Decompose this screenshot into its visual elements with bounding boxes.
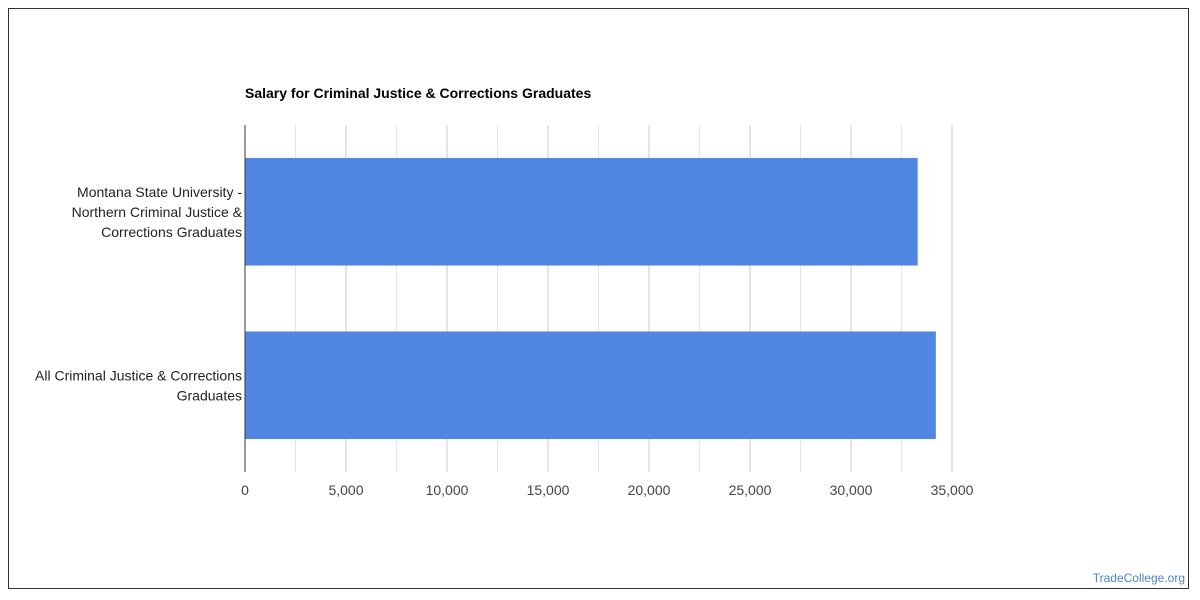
category-label-line: Corrections Graduates [101, 224, 242, 240]
bar [245, 331, 936, 440]
category-label-line: Northern Criminal Justice & [72, 204, 243, 220]
x-tick-label: 5,000 [328, 482, 363, 498]
x-axis-ticks: 0 5,000 10,000 15,000 20,000 25,000 30,000 35,0… [241, 482, 974, 498]
category-label-line: All Criminal Justice & Corrections [35, 367, 242, 383]
category-label: All Criminal Justice & Corrections Gradua… [35, 367, 242, 403]
x-tick-label: 20,000 [628, 482, 671, 498]
bars [245, 157, 936, 440]
bar [245, 157, 918, 266]
x-tick-label: 35,000 [931, 482, 974, 498]
x-tick-label: 25,000 [729, 482, 772, 498]
x-tick-label: 10,000 [426, 482, 469, 498]
chart-title: Salary for Criminal Justice & Correction… [245, 85, 592, 101]
category-label-line: Graduates [177, 387, 242, 403]
category-label-line: Montana State University - [77, 184, 242, 200]
category-label: Montana State University - Northern Crimi… [72, 184, 243, 240]
category-labels: Montana State University - Northern Crimi… [35, 184, 243, 404]
x-tick-label: 0 [241, 482, 249, 498]
x-tick-label: 15,000 [527, 482, 570, 498]
watermark: TradeCollege.org [1092, 571, 1185, 585]
x-tick-label: 30,000 [830, 482, 873, 498]
